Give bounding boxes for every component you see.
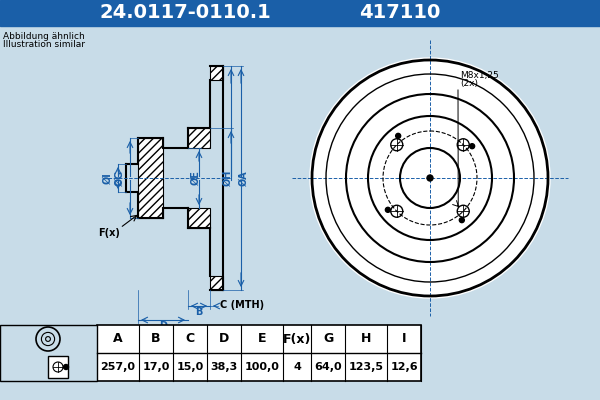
Text: I: I (402, 332, 406, 346)
Text: Abbildung ähnlich: Abbildung ähnlich (3, 32, 85, 41)
Circle shape (385, 207, 391, 212)
Text: ØE: ØE (191, 170, 201, 186)
Bar (48, 356, 68, 378)
Text: 12,6: 12,6 (390, 362, 418, 372)
Text: H: H (361, 332, 371, 346)
Text: F(x): F(x) (98, 228, 120, 238)
Bar (0, 325, 97, 381)
Text: ØH: ØH (223, 170, 233, 186)
Text: 24.0117-0110.1: 24.0117-0110.1 (99, 4, 271, 22)
Text: ØA: ØA (239, 170, 249, 186)
Text: 123,5: 123,5 (349, 362, 383, 372)
Text: B: B (196, 307, 203, 317)
Text: ØG: ØG (115, 170, 125, 186)
Text: (2x): (2x) (460, 79, 478, 88)
Text: D: D (159, 321, 167, 331)
Text: 38,3: 38,3 (211, 362, 238, 372)
Text: D: D (219, 332, 229, 346)
Circle shape (310, 58, 550, 298)
Text: 64,0: 64,0 (314, 362, 342, 372)
Bar (188, 208, 210, 228)
Text: ØI: ØI (103, 172, 113, 184)
Text: 17,0: 17,0 (142, 362, 170, 372)
Text: 4: 4 (293, 362, 301, 372)
Text: C: C (185, 332, 194, 346)
Text: E: E (258, 332, 266, 346)
Bar (138, 138, 163, 218)
Text: 15,0: 15,0 (176, 362, 203, 372)
Text: A: A (113, 332, 123, 346)
Text: Illustration similar: Illustration similar (3, 40, 85, 49)
Text: 100,0: 100,0 (245, 362, 280, 372)
Bar (210, 276, 223, 290)
Bar (210, 66, 223, 80)
Text: 417110: 417110 (359, 4, 440, 22)
Circle shape (64, 364, 68, 370)
Text: 257,0: 257,0 (101, 362, 136, 372)
Text: B: B (151, 332, 161, 346)
Circle shape (460, 218, 464, 223)
Circle shape (395, 133, 401, 138)
Bar (97, 325, 421, 381)
Text: F(x): F(x) (283, 332, 311, 346)
Text: M8x1,25: M8x1,25 (460, 71, 499, 80)
Text: G: G (323, 332, 333, 346)
Circle shape (470, 144, 475, 149)
Circle shape (427, 175, 433, 181)
Bar (188, 128, 210, 148)
Bar (0, 0, 600, 26)
Text: C (MTH): C (MTH) (220, 300, 264, 310)
